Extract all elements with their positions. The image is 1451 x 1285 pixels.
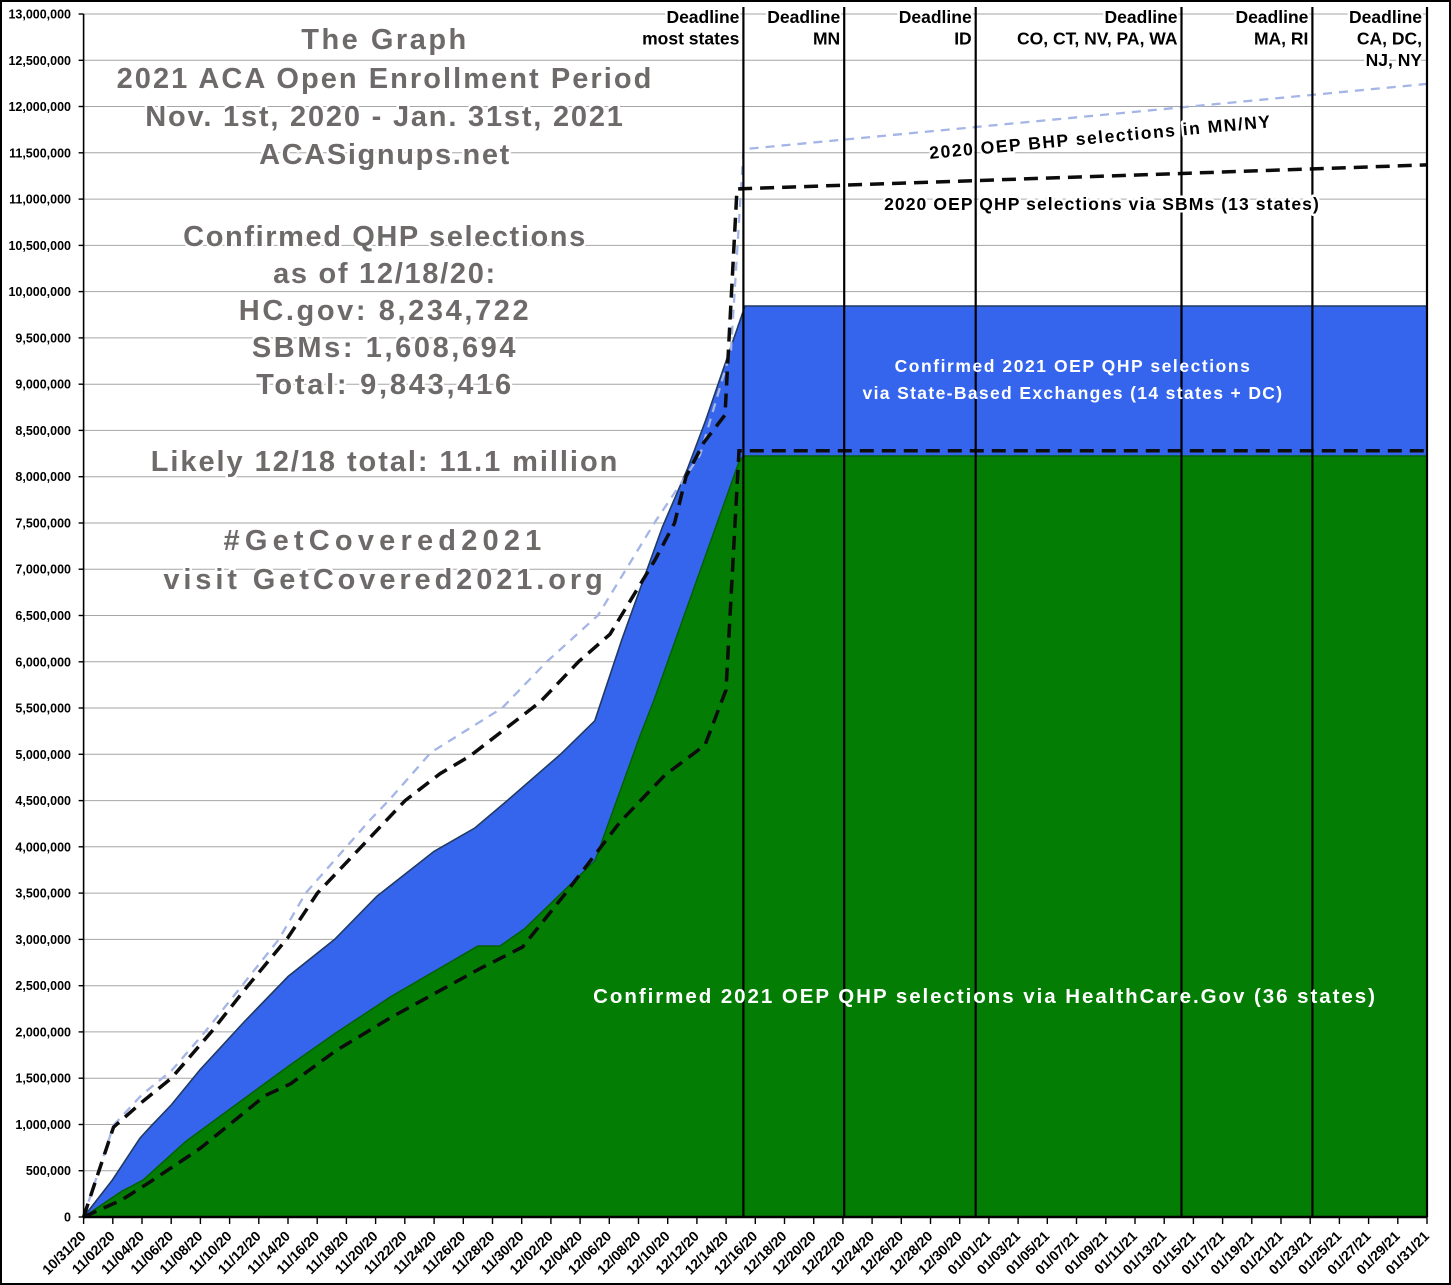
svg-text:Deadline: Deadline xyxy=(899,7,972,27)
svg-text:3,500,000: 3,500,000 xyxy=(15,887,71,901)
svg-text:SBMs: 1,608,694: SBMs: 1,608,694 xyxy=(252,332,518,364)
svg-text:5,000,000: 5,000,000 xyxy=(15,748,71,762)
svg-text:2021 ACA Open Enrollment Perio: 2021 ACA Open Enrollment Period xyxy=(117,63,654,95)
svg-text:visit GetCovered2021.org: visit GetCovered2021.org xyxy=(163,564,606,596)
svg-text:10,500,000: 10,500,000 xyxy=(8,239,71,253)
svg-text:9,000,000: 9,000,000 xyxy=(15,378,71,392)
svg-text:11,500,000: 11,500,000 xyxy=(9,146,71,160)
svg-text:0: 0 xyxy=(64,1211,71,1225)
svg-text:12,000,000: 12,000,000 xyxy=(8,100,71,114)
svg-text:CO, CT, NV, PA, WA: CO, CT, NV, PA, WA xyxy=(1017,29,1178,49)
svg-text:Total: 9,843,416: Total: 9,843,416 xyxy=(256,369,514,401)
svg-text:Deadline: Deadline xyxy=(1235,7,1308,27)
svg-text:4,500,000: 4,500,000 xyxy=(15,794,71,808)
svg-text:Confirmed 2021 OEP QHP selecti: Confirmed 2021 OEP QHP selections xyxy=(895,356,1252,376)
svg-text:7,500,000: 7,500,000 xyxy=(15,517,71,531)
svg-text:500,000: 500,000 xyxy=(26,1164,71,1178)
svg-text:2,500,000: 2,500,000 xyxy=(15,979,71,993)
svg-text:3,000,000: 3,000,000 xyxy=(15,933,71,947)
svg-text:11,000,000: 11,000,000 xyxy=(9,193,71,207)
svg-text:Deadline: Deadline xyxy=(767,7,840,27)
svg-text:The Graph: The Graph xyxy=(301,24,469,56)
svg-text:6,500,000: 6,500,000 xyxy=(15,609,71,623)
svg-text:5,500,000: 5,500,000 xyxy=(15,702,71,716)
svg-text:1,500,000: 1,500,000 xyxy=(15,1072,71,1086)
svg-text:Likely 12/18 total: 11.1 milli: Likely 12/18 total: 11.1 million xyxy=(151,446,620,478)
svg-text:HC.gov: 8,234,722: HC.gov: 8,234,722 xyxy=(239,295,531,327)
svg-text:Confirmed QHP selections: Confirmed QHP selections xyxy=(183,221,587,253)
svg-text:9,500,000: 9,500,000 xyxy=(15,331,71,345)
svg-text:Nov. 1st, 2020 - Jan. 31st, 20: Nov. 1st, 2020 - Jan. 31st, 2021 xyxy=(145,101,624,133)
svg-text:7,000,000: 7,000,000 xyxy=(15,563,71,577)
svg-text:MA, RI: MA, RI xyxy=(1254,29,1308,49)
svg-text:6,000,000: 6,000,000 xyxy=(15,655,71,669)
svg-text:4,000,000: 4,000,000 xyxy=(15,840,71,854)
svg-text:CA, DC,: CA, DC, xyxy=(1357,29,1422,49)
svg-text:ID: ID xyxy=(954,29,972,49)
svg-text:8,000,000: 8,000,000 xyxy=(15,470,71,484)
svg-text:10,000,000: 10,000,000 xyxy=(8,285,71,299)
svg-text:Deadline: Deadline xyxy=(1105,7,1178,27)
svg-text:Deadline: Deadline xyxy=(666,7,739,27)
svg-text:8,500,000: 8,500,000 xyxy=(15,424,71,438)
svg-text:Deadline: Deadline xyxy=(1349,7,1422,27)
svg-text:Confirmed 2021 OEP QHP selecti: Confirmed 2021 OEP QHP selections via He… xyxy=(593,985,1377,1008)
svg-text:MN: MN xyxy=(813,29,840,49)
svg-text:NJ, NY: NJ, NY xyxy=(1366,50,1423,70)
svg-text:13,000,000: 13,000,000 xyxy=(8,8,71,22)
svg-text:12,500,000: 12,500,000 xyxy=(8,54,71,68)
svg-text:as of 12/18/20:: as of 12/18/20: xyxy=(273,258,497,290)
svg-text:#GetCovered2021: #GetCovered2021 xyxy=(223,525,546,557)
svg-text:2020 OEP QHP selections via SB: 2020 OEP QHP selections via SBMs (13 sta… xyxy=(884,194,1320,214)
svg-text:1,000,000: 1,000,000 xyxy=(15,1118,71,1132)
svg-text:ACASignups.net: ACASignups.net xyxy=(259,139,511,171)
svg-text:most states: most states xyxy=(642,29,740,49)
svg-text:via State-Based Exchanges (14: via State-Based Exchanges (14 states + D… xyxy=(863,383,1284,403)
svg-text:2,000,000: 2,000,000 xyxy=(15,1025,71,1039)
